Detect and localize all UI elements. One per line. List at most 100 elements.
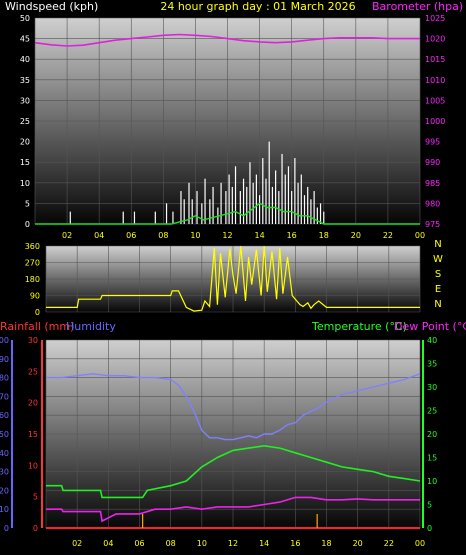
hour-tick-label: 16: [287, 231, 297, 240]
baro-tick-label: 975: [425, 220, 440, 229]
wind-direction-line: [46, 245, 420, 312]
wind-tick-label: 15: [20, 158, 30, 167]
humidity-tick-label: 10: [0, 505, 9, 514]
rain-tick-label: 10: [28, 461, 38, 470]
humidity-tick-label: 20: [0, 486, 9, 495]
baro-right-ticks: 975 980 985 990 995 1000 1005 1010 1015 1020 1025: [425, 14, 445, 229]
wind-tick-label: 20: [20, 138, 30, 147]
humidity-line: [46, 373, 421, 441]
rain-axis-label: Rainfall (mm): [0, 320, 74, 333]
humidity-left-ticks: 0 10 20 30 40 50 60 70 80 90 100: [0, 336, 9, 533]
baro-tick-label: 995: [425, 138, 440, 147]
wind-tick-label: 30: [20, 96, 30, 105]
hour-tick-label: 06: [126, 231, 136, 240]
baro-tick-label: 980: [425, 199, 440, 208]
hour-tick-label: 00: [415, 539, 425, 548]
compass-label: N: [434, 239, 441, 250]
compass-label: E: [435, 284, 441, 295]
humidity-tick-label: 40: [0, 449, 9, 458]
direction-tick-label: 90: [30, 292, 40, 301]
wind-tick-label: 45: [20, 35, 30, 44]
direction-tick-label: 180: [25, 275, 40, 284]
humidity-tick-label: 0: [4, 524, 9, 533]
baro-tick-label: 1025: [425, 14, 445, 23]
compass-label: N: [434, 299, 441, 310]
hour-tick-label: 20: [351, 231, 361, 240]
hour-tick-label: 12: [228, 539, 238, 548]
hour-tick-label: 20: [353, 539, 363, 548]
hour-tick-label: 16: [290, 539, 300, 548]
temperature-line: [46, 444, 421, 499]
wind-left-ticks: 0 5 10 15 20 25 30 35 40 45 50: [20, 14, 30, 229]
wind-tick-label: 25: [20, 117, 30, 126]
temp-right-ticks: 0 5 10 15 20 25 30 35 40: [427, 336, 437, 533]
rain-tick-label: 30: [28, 336, 38, 345]
rain-tick-label: 25: [28, 367, 38, 376]
humidity-tick-label: 90: [0, 355, 9, 364]
hour-tick-label: 02: [62, 231, 72, 240]
hour-tick-label: 12: [222, 231, 232, 240]
rain-tick-label: 20: [28, 399, 38, 408]
wind-tick-label: 0: [25, 220, 30, 229]
wind-tick-label: 40: [20, 55, 30, 64]
dew-axis-label: Dew Point (°C): [394, 320, 466, 333]
wind-tick-label: 50: [20, 14, 30, 23]
rain-tick-label: 0: [33, 524, 38, 533]
hour-tick-label: 18: [319, 231, 329, 240]
temp-x-ticks: 02 04 06 08 10 12 14 16 18 20 22 00: [72, 539, 425, 548]
wind-average-line: [35, 202, 420, 225]
hour-tick-label: 04: [103, 539, 113, 548]
hour-tick-label: 08: [166, 539, 176, 548]
hour-tick-label: 18: [321, 539, 331, 548]
humidity-tick-label: 80: [0, 374, 9, 383]
hour-tick-label: 14: [259, 539, 269, 548]
direction-tick-label: 0: [35, 308, 40, 317]
temp-axis-label: Temperature (°C): [311, 320, 407, 333]
baro-tick-label: 1005: [425, 96, 445, 105]
temp-series: [46, 373, 421, 529]
baro-tick-label: 1010: [425, 76, 445, 85]
temp-tick-label: 30: [427, 383, 437, 392]
dew-point-line: [46, 496, 420, 523]
compass-label: S: [435, 269, 441, 280]
baro-tick-label: 985: [425, 179, 440, 188]
hour-tick-label: 22: [384, 539, 394, 548]
hour-tick-label: 08: [158, 231, 168, 240]
baro-axis-label: Barometer (hpa): [372, 0, 463, 13]
wind-tick-label: 5: [25, 199, 30, 208]
wind-grid: [34, 17, 421, 225]
hour-tick-label: 10: [197, 539, 207, 548]
hour-tick-label: 06: [134, 539, 144, 548]
direction-series: [46, 245, 420, 312]
wind-tick-label: 35: [20, 76, 30, 85]
temp-tick-label: 5: [427, 501, 432, 510]
humidity-tick-label: 30: [0, 468, 9, 477]
hour-tick-label: 10: [190, 231, 200, 240]
rain-left-ticks: 0 5 10 15 20 25 30: [28, 336, 38, 533]
hour-tick-label: 04: [94, 231, 104, 240]
temp-tick-label: 40: [427, 336, 437, 345]
humidity-tick-label: 70: [0, 392, 9, 401]
baro-tick-label: 1015: [425, 55, 445, 64]
temp-tick-label: 35: [427, 360, 437, 369]
hour-tick-label: 00: [415, 231, 425, 240]
wind-axis-label: Windspeed (kph): [5, 0, 98, 13]
humidity-axis-label: Humidity: [66, 320, 116, 333]
baro-tick-label: 990: [425, 158, 440, 167]
humidity-tick-label: 100: [0, 336, 9, 345]
direction-tick-label: 360: [25, 242, 40, 251]
chart-title: 24 hour graph day : 01 March 2026: [160, 0, 355, 13]
humidity-tick-label: 50: [0, 430, 9, 439]
barometer-line: [34, 33, 420, 47]
wind-tick-label: 10: [20, 179, 30, 188]
temp-tick-label: 10: [427, 477, 437, 486]
temp-tick-label: 15: [427, 454, 437, 463]
temp-tick-label: 25: [427, 407, 437, 416]
rain-tick-label: 15: [28, 430, 38, 439]
baro-tick-label: 1000: [425, 117, 445, 126]
hour-tick-label: 02: [72, 539, 82, 548]
compass-label: W: [433, 254, 443, 265]
temp-tick-label: 0: [427, 524, 432, 533]
baro-tick-label: 1020: [425, 35, 445, 44]
